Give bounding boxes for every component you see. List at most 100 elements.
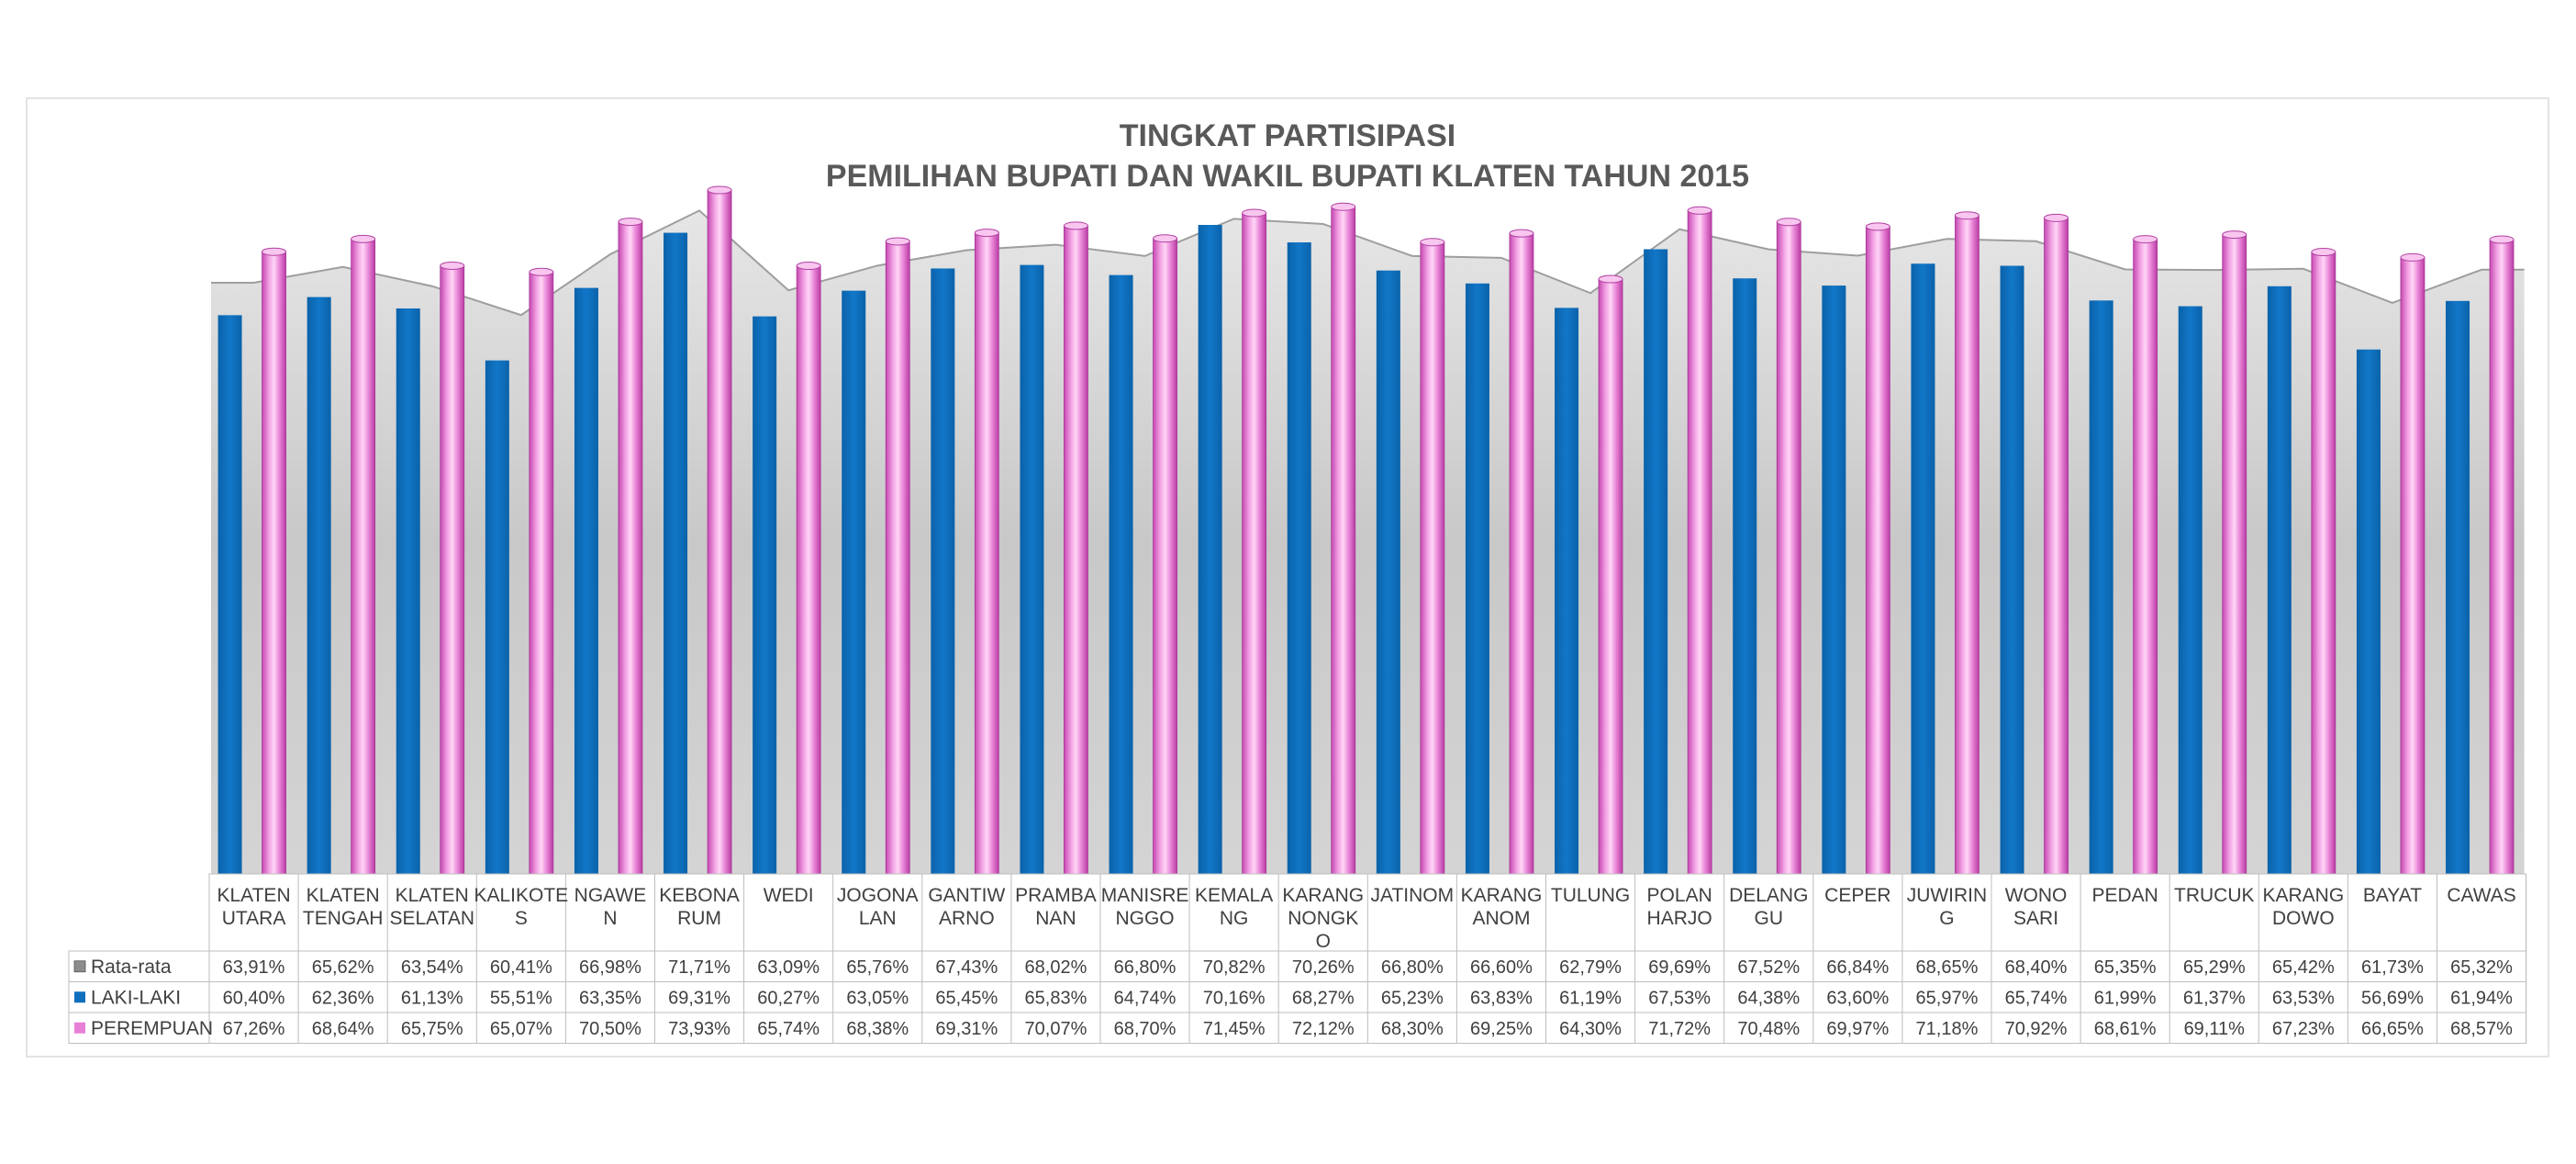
category-label-line: HARJO [1647,908,1712,929]
bar-laki-laki [931,268,955,874]
data-label: 63,05% [846,988,909,1008]
bar-laki-laki [485,360,509,874]
data-label: 63,91% [223,957,285,978]
category-label-line: NGAWE [574,885,647,906]
data-label: 66,98% [579,957,641,978]
category-label-line: WEDI [764,885,814,906]
bar-perempuan [2044,217,2069,875]
bar-perempuan [440,265,465,875]
bar-laki-laki [664,232,688,874]
bar-perempuan [618,221,643,875]
data-label: 64,38% [1737,988,1800,1008]
bar-laki-laki [1109,274,1133,874]
data-label: 63,35% [579,988,641,1008]
bar-perempuan [1598,278,1623,875]
average-area-layer [211,209,2525,874]
category-label-line: PEDAN [2091,885,2158,906]
bar-laki-laki [842,290,866,874]
bar-laki-laki [1020,264,1044,875]
data-label: 65,97% [1916,988,1979,1008]
bar-laki-laki [2267,285,2292,874]
bar-perempuan [974,232,999,875]
data-label: 70,26% [1292,957,1355,978]
data-label: 56,69% [2361,988,2424,1008]
bar-perempuan-cap [707,185,732,195]
bar-perempuan-cap [1687,206,1712,215]
chart-title: TINGKAT PARTISIPASI [1119,118,1456,153]
category-label: JATINOM [1371,885,1455,906]
data-label: 67,53% [1648,988,1711,1008]
data-label: 66,84% [1826,957,1889,978]
bar-perempuan [262,251,286,875]
data-label: 65,32% [2450,957,2513,978]
category-label-line: KARANG [1461,885,1543,906]
bar-perempuan-cap [1954,211,1979,220]
category-label-line: UTARA [222,908,286,929]
bar-perempuan [1509,232,1534,875]
bar-laki-laki [1644,249,1668,874]
data-label: 65,75% [401,1019,463,1039]
data-label: 70,07% [1025,1019,1087,1039]
data-label: 65,45% [935,988,998,1008]
category-label-line: JOGONA [837,885,919,906]
bar-laki-laki [574,287,598,874]
category-label-line: KARANG [1282,885,1364,906]
bar-perempuan [1331,206,1356,875]
category-label: BAYAT [2363,885,2422,906]
category-label-line: NG [1220,908,1249,929]
data-label: 68,27% [1292,988,1355,1008]
bars-layer [217,185,2515,875]
category-label: KLATEN SELATAN [389,885,474,929]
bar-perempuan [2222,234,2247,875]
bar-perempuan-cap [2133,235,2158,244]
bar-perempuan [1776,221,1801,875]
category-label: CEPER [1824,885,1890,906]
data-label: 68,57% [2450,1019,2513,1039]
category-label-line: KARANG [2263,885,2345,906]
category-label: DELANG GU [1729,885,1808,929]
bar-perempuan [1420,241,1445,875]
bar-laki-laki [2446,300,2470,874]
category-label-line: DELANG [1729,885,1808,906]
bar-perempuan [1064,225,1088,875]
data-label: 67,23% [2272,1019,2335,1039]
bar-perempuan-cap [974,229,999,238]
bar-laki-laki [1822,285,1846,875]
legend-key [73,960,86,973]
data-label: 63,53% [2272,988,2335,1008]
bar-laki-laki [1198,225,1222,875]
legend-label: Rata-rata [91,957,172,978]
data-label: 67,43% [935,957,998,978]
data-label: 70,82% [1203,957,1266,978]
bar-perempuan-cap [440,261,465,270]
category-label-line: JATINOM [1371,885,1455,906]
bar-perempuan-cap [1331,202,1356,211]
category-label-line: JUWIRIN [1907,885,1988,906]
bar-laki-laki [1733,278,1757,874]
category-label-line: SELATAN [389,908,474,929]
bar-laki-laki [2000,265,2024,874]
data-label: 65,07% [490,1019,552,1039]
bar-perempuan-cap [618,218,643,227]
category-label-line: LAN [859,908,897,929]
data-label: 69,69% [1648,957,1711,978]
chart-subtitle: PEMILIHAN BUPATI DAN WAKIL BUPATI KLATEN… [825,159,1750,194]
category-label: KLATEN UTARA [217,885,290,929]
category-label: KARANG ANOM [1461,885,1543,929]
bar-perempuan [1687,209,1712,875]
bar-perempuan [2489,239,2515,875]
category-label: KARANG NONGK O [1282,885,1364,952]
bar-perempuan-cap [1598,274,1623,284]
bar-perempuan [1865,226,1890,875]
average-area [211,210,2525,874]
category-label: KARANG DOWO [2263,885,2345,929]
data-label: 62,79% [1559,957,1622,978]
category-label-line: NAN [1035,908,1076,929]
category-label-line: TENGAH [303,908,384,929]
data-label: 71,71% [668,957,730,978]
bar-laki-laki [2089,300,2113,874]
category-label: JOGONA LAN [837,885,919,929]
bar-perempuan [707,189,732,875]
data-label: 61,37% [2183,988,2246,1008]
bar-perempuan-cap [885,237,910,246]
